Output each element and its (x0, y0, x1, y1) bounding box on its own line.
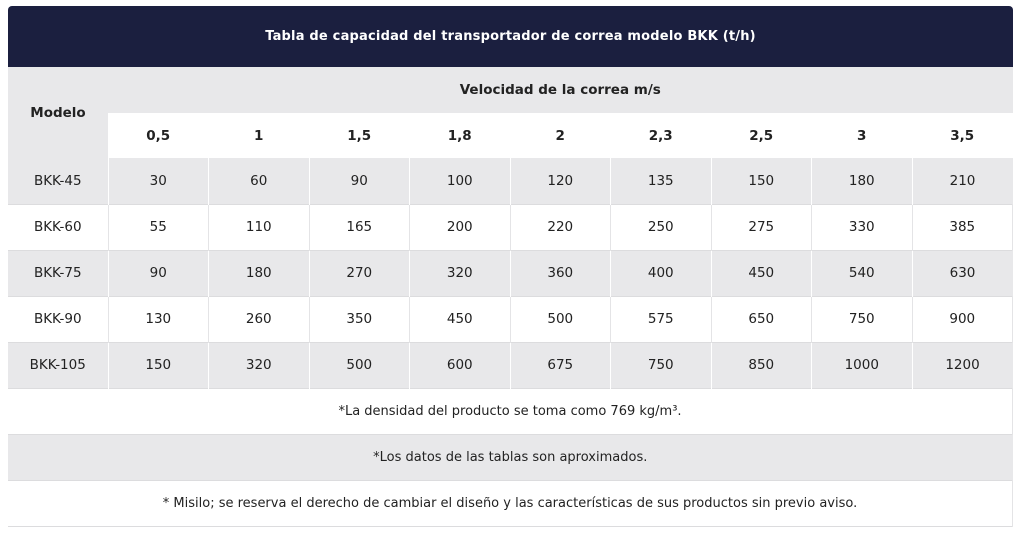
capacity-cell: 650 (711, 296, 812, 342)
speed-header: 0,5 (146, 127, 171, 144)
capacity-cell: 450 (409, 296, 511, 342)
header-row-speeds: 0,5 1 1,5 1,8 2 2,3 2,5 3 3,5 (8, 113, 1013, 158)
capacity-cell: 210 (949, 172, 976, 189)
capacity-cell: 575 (610, 296, 712, 342)
capacity-cell: 500 (510, 296, 611, 342)
header-row-speed-label: Modelo Velocidad de la correa m/s (8, 67, 1013, 121)
capacity-cell: 320 (208, 342, 310, 388)
disclaimer-note: * Misilo; se reserva el derecho de cambi… (8, 480, 1013, 526)
capacity-table: Modelo Velocidad de la correa m/s 0,5 1 … (8, 67, 1013, 527)
capacity-cell: 130 (108, 296, 209, 342)
speed-header: 1 (254, 127, 264, 144)
capacity-cell: 1200 (945, 357, 980, 373)
speed-header: 2,3 (648, 127, 673, 144)
capacity-cell: 360 (510, 250, 611, 296)
capacity-cell: 400 (610, 250, 712, 296)
table-row: BKK-75 90 180 270 320 360 400 450 540 63… (8, 250, 1013, 296)
capacity-cell: 250 (610, 204, 712, 250)
capacity-cell: 220 (510, 204, 611, 250)
table-row: BKK-105 150 320 500 600 675 750 850 1000… (8, 342, 1013, 388)
table-row: BKK-60 55 110 165 200 220 250 275 330 38… (8, 204, 1013, 250)
model-cell: BKK-60 (8, 204, 109, 250)
capacity-cell: 385 (912, 204, 1013, 250)
capacity-cell: 270 (309, 250, 410, 296)
speed-header: 3 (857, 127, 867, 144)
speed-header: 1,5 (347, 127, 372, 144)
capacity-cell: 500 (309, 342, 410, 388)
capacity-cell: 675 (510, 342, 611, 388)
capacity-cell: 60 (208, 158, 310, 204)
table-row: BKK-45 30 60 90 100 120 135 150 180 210 (8, 158, 1013, 204)
note-row: *La densidad del producto se toma como 7… (8, 388, 1013, 434)
capacity-cell: 900 (912, 296, 1013, 342)
model-cell: BKK-90 (8, 296, 109, 342)
capacity-cell: 150 (711, 158, 812, 204)
speed-header: 2,5 (749, 127, 774, 144)
density-note: *La densidad del producto se toma como 7… (8, 388, 1013, 434)
note-row: * Misilo; se reserva el derecho de cambi… (8, 480, 1013, 526)
capacity-cell: 180 (811, 158, 913, 204)
capacity-cell: 55 (108, 204, 209, 250)
capacity-cell: 850 (711, 342, 812, 388)
capacity-cell: 750 (811, 296, 913, 342)
capacity-cell: 200 (409, 204, 511, 250)
speed-group-header: Velocidad de la correa m/s (459, 82, 661, 98)
capacity-cell: 150 (108, 342, 209, 388)
capacity-cell: 90 (108, 250, 209, 296)
capacity-table-container: Tabla de capacidad del transportador de … (8, 6, 1013, 527)
speed-header: 1,8 (447, 127, 472, 144)
capacity-cell: 180 (208, 250, 310, 296)
capacity-cell: 1000 (811, 342, 913, 388)
capacity-cell: 600 (409, 342, 511, 388)
model-cell: BKK-75 (8, 250, 109, 296)
model-cell: BKK-45 (8, 158, 109, 204)
capacity-cell: 540 (811, 250, 913, 296)
capacity-cell: 135 (610, 158, 712, 204)
capacity-cell: 350 (309, 296, 410, 342)
table-title: Tabla de capacidad del transportador de … (8, 6, 1013, 67)
capacity-cell: 165 (309, 204, 410, 250)
table-row: BKK-90 130 260 350 450 500 575 650 750 9… (8, 296, 1013, 342)
capacity-cell: 120 (510, 158, 611, 204)
capacity-cell: 110 (208, 204, 310, 250)
capacity-cell: 750 (610, 342, 712, 388)
speed-header: 3,5 (950, 127, 975, 144)
capacity-cell: 450 (711, 250, 812, 296)
capacity-cell: 100 (409, 158, 511, 204)
capacity-cell: 275 (711, 204, 812, 250)
capacity-cell: 90 (309, 158, 410, 204)
note-row: *Los datos de las tablas son aproximados… (8, 434, 1013, 480)
capacity-cell: 320 (409, 250, 511, 296)
capacity-cell: 630 (949, 265, 976, 281)
speed-header: 2 (555, 127, 565, 144)
model-cell: BKK-105 (8, 342, 109, 388)
approximation-note: *Los datos de las tablas son aproximados… (373, 449, 648, 465)
model-column-header: Modelo (30, 104, 86, 121)
capacity-cell: 30 (108, 158, 209, 204)
capacity-cell: 260 (208, 296, 310, 342)
capacity-cell: 330 (811, 204, 913, 250)
